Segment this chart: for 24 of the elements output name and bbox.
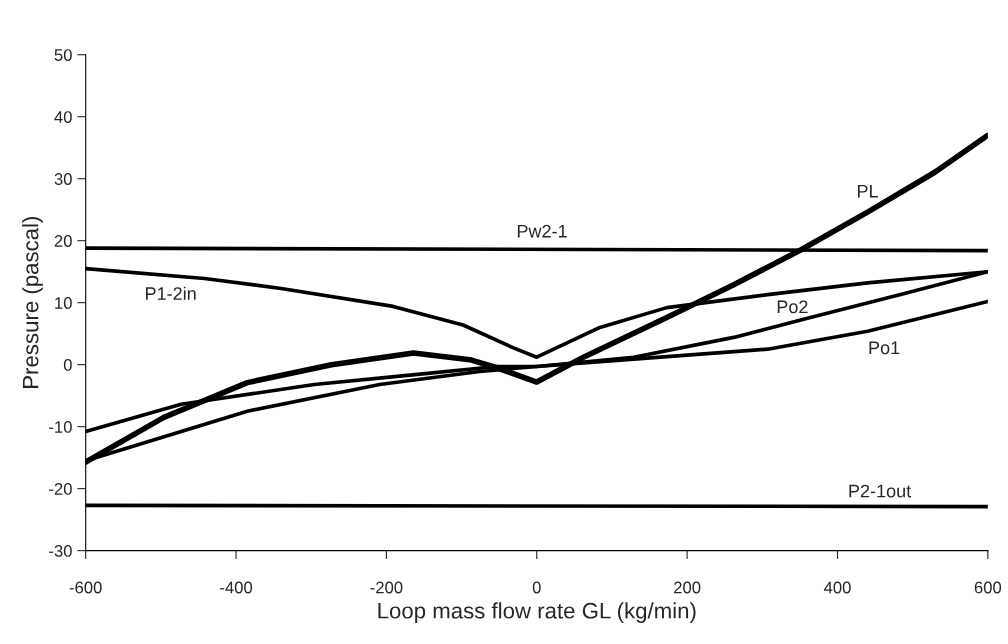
- series-label: P2-1out: [849, 484, 912, 498]
- y-tick-label: -20: [49, 483, 72, 495]
- x-tick-label: -400: [220, 581, 253, 594]
- series-label: PL: [857, 184, 878, 198]
- x-tick-label: 200: [674, 581, 701, 594]
- y-axis-title: Pressure (pascal): [22, 216, 43, 388]
- x-tick-label: 600: [974, 581, 1002, 594]
- series-label: P1-2in: [146, 286, 196, 300]
- y-tick-label: 30: [54, 173, 72, 185]
- y-tick-label: 20: [54, 235, 72, 247]
- y-tick-label: 0: [63, 359, 72, 371]
- series-label: Pw2-1: [517, 224, 567, 238]
- x-axis-title: Loop mass flow rate GL (kg/min): [378, 602, 696, 623]
- series-label: Po2: [777, 300, 808, 314]
- y-tick-label: 40: [54, 111, 72, 123]
- y-tick-label: -30: [49, 545, 72, 557]
- y-tick-label: -10: [49, 421, 72, 433]
- y-tick-label: 50: [54, 49, 72, 61]
- x-tick-label: 400: [823, 581, 851, 594]
- series-label: Po1: [869, 341, 900, 355]
- x-tick-label: -200: [370, 581, 403, 594]
- y-tick-label: 10: [55, 297, 72, 309]
- x-tick-label: 0: [532, 581, 541, 594]
- x-tick-label: -600: [69, 581, 102, 594]
